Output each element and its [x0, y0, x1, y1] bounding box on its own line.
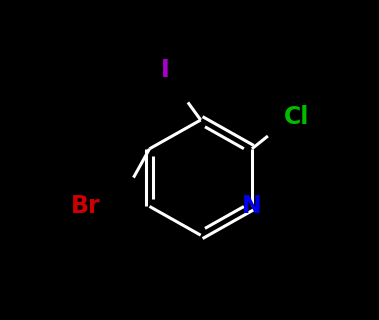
Text: I: I — [161, 59, 170, 83]
Text: Cl: Cl — [284, 105, 309, 129]
Text: N: N — [242, 195, 262, 219]
Text: Br: Br — [71, 195, 100, 219]
